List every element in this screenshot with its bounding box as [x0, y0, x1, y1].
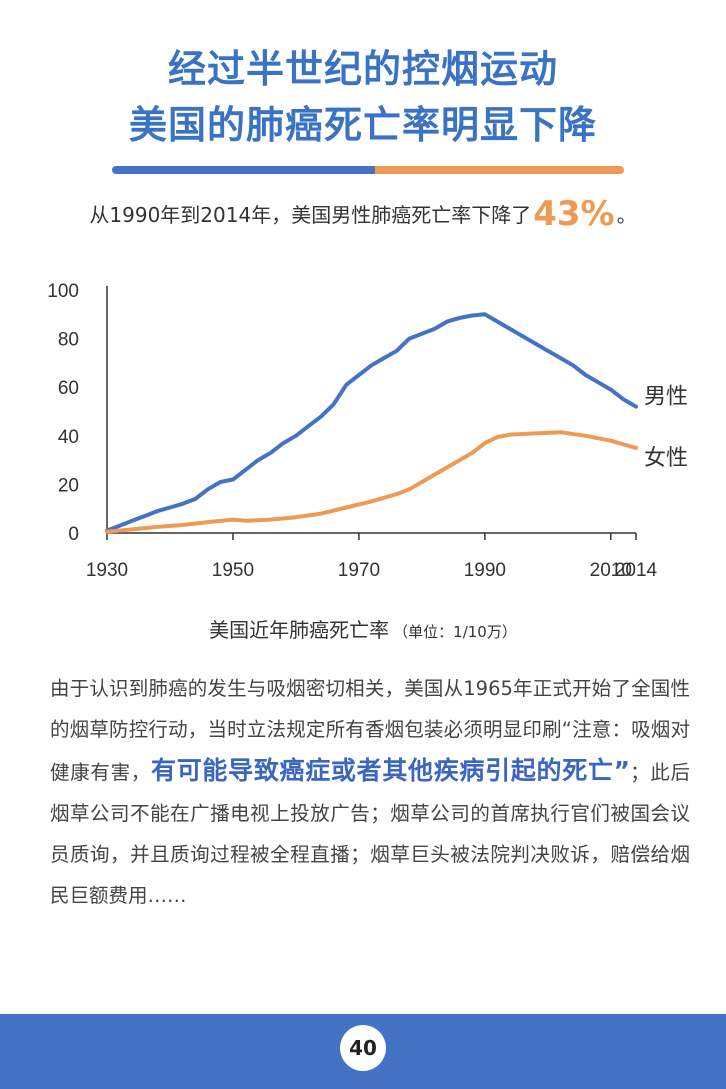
- y-tick-label: 60: [58, 378, 79, 399]
- chart-lines: [105, 312, 638, 534]
- x-tick-label: 2014: [615, 560, 658, 581]
- x-tick-label: 1970: [338, 560, 380, 581]
- y-tick-label: 80: [58, 330, 79, 351]
- title-line-2: 美国的肺癌死亡率明显下降: [128, 103, 597, 147]
- series-label-male: 男性: [644, 385, 688, 410]
- x-tick-label: 1990: [464, 560, 506, 581]
- chart-caption: 美国近年肺癌死亡率 （单位：1/10万）: [0, 614, 726, 643]
- y-tick-label: 0: [68, 524, 79, 545]
- subtitle-highlight-percent: 43%: [533, 194, 615, 234]
- body-text-part2: ；此后烟草公司不能在广播电视上投放广告；烟草公司的首席执行官们被国会议员质询，并…: [50, 761, 690, 907]
- subtitle: 从1990年到2014年，美国男性肺癌死亡率下降了43%。: [0, 194, 726, 234]
- y-tick-label: 20: [58, 475, 79, 496]
- body-highlight: 有可能导致癌症或者其他疾病引起的死亡”: [151, 756, 631, 785]
- body-text-part1: 由于认识到肺癌的发生与吸烟密切相关，美国从1965年正式开始了全国性的烟草防控行…: [50, 677, 690, 784]
- y-tick-label: 100: [47, 281, 79, 302]
- chart-title: 美国近年肺癌死亡率: [209, 618, 390, 642]
- subtitle-suffix: 。: [616, 203, 637, 227]
- x-tick-label: 1950: [212, 560, 254, 581]
- title-line-1: 经过半世纪的控烟运动: [167, 47, 558, 91]
- x-tick-label: 1930: [86, 560, 128, 581]
- chart-axes: [106, 286, 636, 534]
- chart-unit: （单位：1/10万）: [393, 623, 517, 641]
- divider-orange: [375, 166, 624, 174]
- series-line-male: [105, 312, 638, 533]
- y-tick-label: 40: [58, 427, 79, 448]
- page-number: 40: [340, 1025, 386, 1071]
- series-line-female: [105, 430, 638, 534]
- x-tick-label: 2010: [590, 560, 632, 581]
- footer-bar: 40: [0, 1014, 726, 1089]
- subtitle-prefix: 从1990年到2014年，美国男性肺癌死亡率下降了: [89, 203, 532, 227]
- body-paragraph: 由于认识到肺癌的发生与吸烟密切相关，美国从1965年正式开始了全国性的烟草防控行…: [50, 668, 690, 916]
- series-label-female: 女性: [644, 446, 688, 471]
- divider-blue: [112, 166, 375, 174]
